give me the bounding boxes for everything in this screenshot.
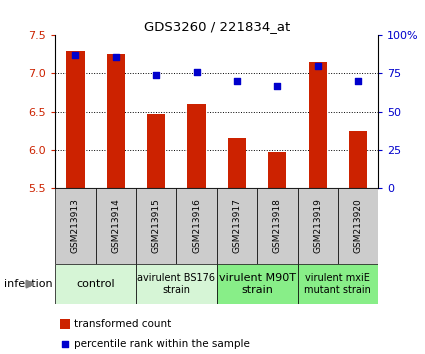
Point xyxy=(72,52,79,58)
Text: GSM213913: GSM213913 xyxy=(71,198,80,253)
Bar xyxy=(187,104,206,188)
Bar xyxy=(66,51,85,188)
Point xyxy=(112,54,119,59)
Bar xyxy=(228,138,246,188)
Bar xyxy=(298,264,378,304)
Bar xyxy=(268,152,286,188)
Bar xyxy=(136,264,217,304)
Bar xyxy=(298,188,338,264)
Point xyxy=(193,69,200,75)
Text: percentile rank within the sample: percentile rank within the sample xyxy=(74,339,250,349)
Text: GSM213917: GSM213917 xyxy=(232,198,241,253)
Text: GSM213919: GSM213919 xyxy=(313,198,322,253)
Text: virulent mxiE
mutant strain: virulent mxiE mutant strain xyxy=(304,273,371,295)
Bar xyxy=(55,188,96,264)
Text: GSM213915: GSM213915 xyxy=(152,198,161,253)
Bar xyxy=(107,55,125,188)
Bar xyxy=(257,188,298,264)
Bar xyxy=(96,188,136,264)
Point xyxy=(314,63,321,69)
Bar xyxy=(147,114,165,188)
Bar xyxy=(309,62,327,188)
Text: GSM213914: GSM213914 xyxy=(111,198,120,253)
Point xyxy=(233,78,240,84)
Bar xyxy=(349,131,367,188)
Text: GSM213920: GSM213920 xyxy=(354,198,363,253)
Point xyxy=(354,78,361,84)
Text: virulent M90T
strain: virulent M90T strain xyxy=(218,273,296,295)
Bar xyxy=(217,264,298,304)
Point xyxy=(153,72,159,78)
Bar xyxy=(55,264,136,304)
Point xyxy=(274,83,280,88)
Point xyxy=(61,342,68,347)
Bar xyxy=(176,188,217,264)
Text: GSM213916: GSM213916 xyxy=(192,198,201,253)
Bar xyxy=(338,188,378,264)
Text: control: control xyxy=(76,279,115,289)
Title: GDS3260 / 221834_at: GDS3260 / 221834_at xyxy=(144,20,290,33)
Bar xyxy=(136,188,176,264)
Text: infection: infection xyxy=(4,279,53,289)
Bar xyxy=(217,188,257,264)
Text: GSM213918: GSM213918 xyxy=(273,198,282,253)
Text: transformed count: transformed count xyxy=(74,319,172,329)
Text: avirulent BS176
strain: avirulent BS176 strain xyxy=(137,273,215,295)
Bar xyxy=(60,319,70,329)
